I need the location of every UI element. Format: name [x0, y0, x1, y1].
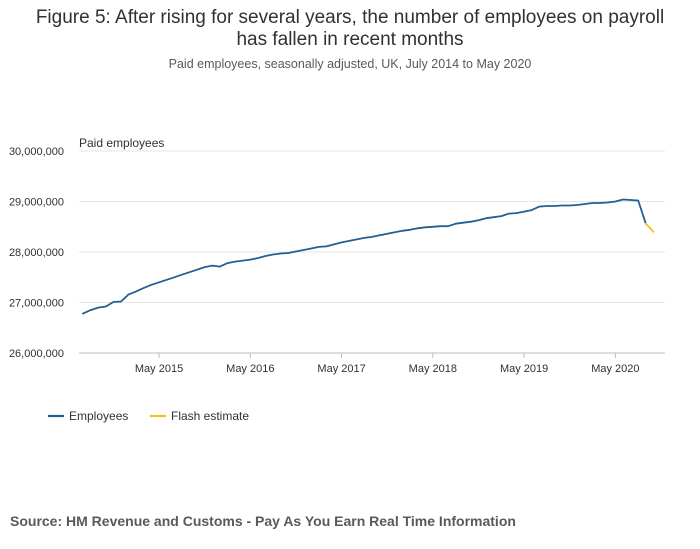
- y-tick-label: 29,000,000: [9, 197, 64, 209]
- x-tick-label: May 2017: [317, 363, 365, 375]
- x-tick-label: May 2016: [226, 363, 274, 375]
- chart-title: Figure 5: After rising for several years…: [35, 7, 665, 50]
- x-tick-label: May 2018: [409, 363, 457, 375]
- y-axis-label: Paid employees: [79, 136, 164, 150]
- legend-label: Employees: [69, 409, 128, 423]
- y-tick-label: 28,000,000: [9, 247, 64, 259]
- legend[interactable]: Employees Flash estimate: [48, 409, 249, 423]
- y-tick-label: 27,000,000: [9, 298, 64, 310]
- gridlines: [79, 150, 665, 354]
- flash-estimate-line: [644, 222, 655, 233]
- series-lines: [82, 198, 655, 315]
- x-tick-label: May 2019: [500, 363, 548, 375]
- legend-item-employees[interactable]: Employees: [48, 409, 128, 423]
- y-tick-label: 26,000,000: [9, 348, 64, 360]
- chart-subtitle: Paid employees, seasonally adjusted, UK,…: [168, 57, 532, 71]
- x-axis-ticks: May 2015 May 2016 May 2017 May 2018 May 2019…: [135, 353, 640, 375]
- x-tick-label: May 2015: [135, 363, 183, 375]
- x-tick-label: May 2020: [591, 363, 639, 375]
- y-tick-label: 30,000,000: [9, 146, 64, 158]
- legend-item-flash-estimate[interactable]: Flash estimate: [150, 409, 249, 423]
- employees-line: [82, 198, 647, 315]
- source-note: Source: HM Revenue and Customs - Pay As …: [10, 513, 516, 529]
- legend-label: Flash estimate: [171, 409, 249, 423]
- y-axis-ticks: 26,000,000 27,000,000 28,000,000 29,000,000…: [9, 146, 64, 360]
